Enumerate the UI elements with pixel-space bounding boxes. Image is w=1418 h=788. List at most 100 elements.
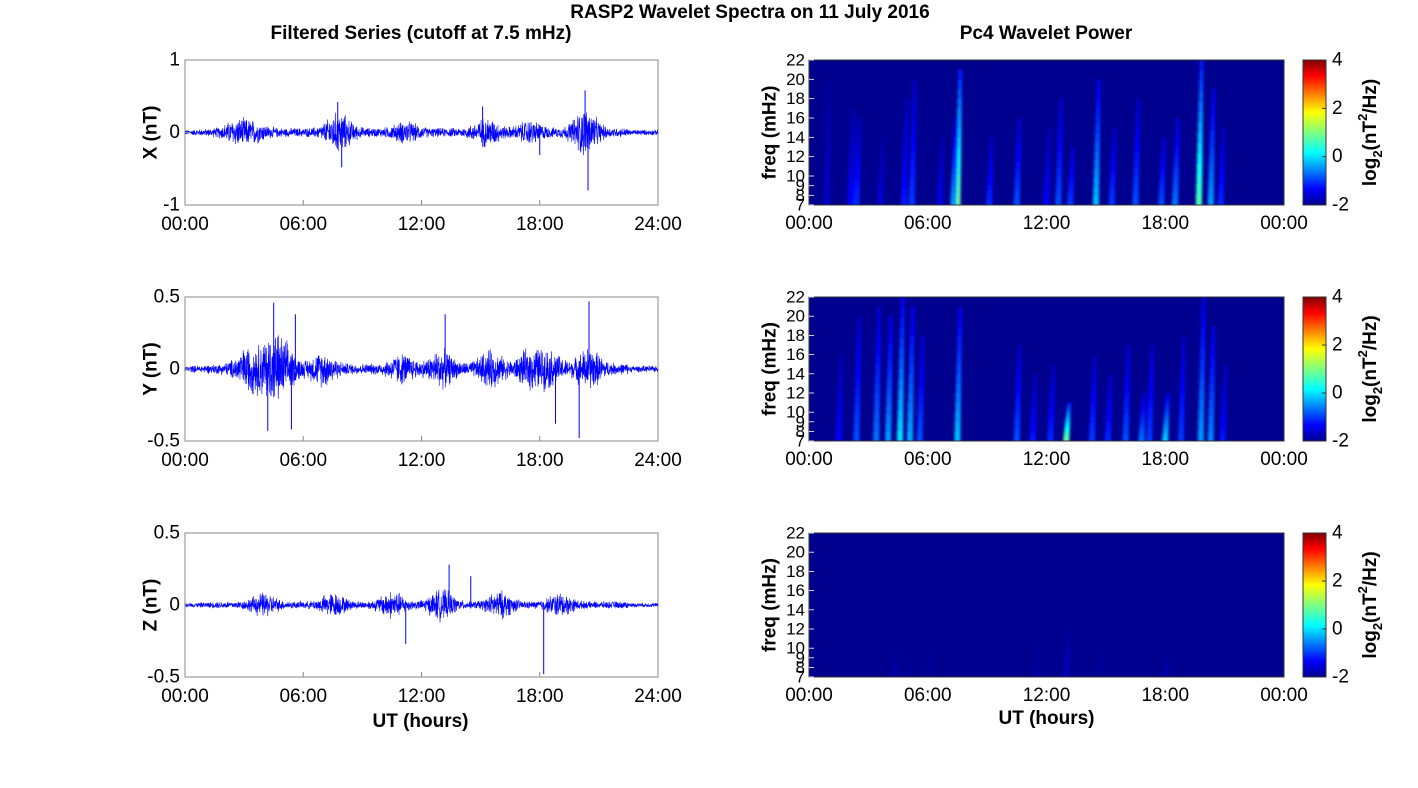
colorbar-tick-label: 0 [1332,146,1343,167]
wavelet-streak [887,369,893,380]
wavelet-streak [1219,160,1225,167]
wavelet-streak [1220,419,1227,426]
wavelet-streak [1064,656,1070,661]
colorbar-tick-label: 2 [1332,98,1343,119]
wavelet-streak [927,658,932,662]
wavelet-streak [1163,668,1169,671]
wavelet-streak [1070,155,1075,160]
series-panel-z: 0.5 0 -0.500:00 06:00 12:00 18:00 24:00 Z (nT) U… [141,523,682,733]
y-tick-label: 0.5 [154,523,180,544]
wavelet-streak [1112,138,1117,145]
wavelet-streak [1173,161,1179,169]
wavelet-streak [918,395,924,404]
wavelet-streak [1106,407,1112,413]
wavelet-streak [1066,635,1071,640]
wavelet-streak [1199,80,1204,92]
wavelet-streak [1047,430,1054,437]
right-column-title: Pc4 Wavelet Power [960,23,1133,44]
wavelet-streak [1174,149,1180,156]
wavelet-streak [1164,417,1170,421]
wavelet-streak [926,664,932,668]
wavelet-streak [1134,136,1140,145]
wavelet-streak [1208,399,1215,409]
colorbar-label-part: 2 [1355,350,1370,357]
wavelet-streak [1140,420,1146,425]
wavelet-streak [886,378,892,389]
wavelet-streak [885,432,892,441]
wavelet-streak [1015,155,1021,162]
wavelet-streak [1015,173,1021,181]
wavelet-streak [1036,649,1041,653]
x-tick-label: 12:00 [398,686,446,707]
wavelet-streak [902,167,908,176]
wavelet-streak [1209,375,1215,384]
wavelet-streak [1058,106,1063,115]
wavelet-streak [940,137,945,143]
wavelet-streak [1197,122,1203,133]
wavelet-streak [854,186,860,194]
y-tick-label: 9 [796,412,805,431]
wavelet-streak [835,434,842,441]
wavelet-streak [928,648,933,651]
wavelet-streak [1148,386,1154,394]
wavelet-streak [1066,632,1071,637]
wavelet-streak [1063,435,1070,439]
colorbar-label-part: log [1360,630,1381,659]
wavelet-streak [891,672,898,676]
wavelet-streak [825,142,831,152]
wavelet-streak [1160,161,1166,167]
wavelet-streak [1136,98,1141,107]
wavelet-streak [1046,138,1051,145]
wavelet-streak [1098,650,1103,653]
wavelet-streak [918,380,924,389]
wavelet-streak [1033,674,1040,677]
wavelet-streak [986,190,993,196]
wavelet-streak [1209,391,1215,401]
wavelet-streak [1058,113,1063,122]
wavelet-streak [1122,427,1129,435]
wavelet-streak [906,668,912,671]
wavelet-streak [1147,420,1153,428]
wavelet-streak [1179,388,1185,397]
wavelet-streak [988,156,994,162]
wavelet-streak [1044,188,1050,195]
wavelet-streak [1201,307,1206,319]
wavelet-streak [1063,670,1070,675]
wavelet-streak [907,661,913,664]
y-axis-label: freq (mHz) [760,86,781,180]
wavelet-streak [1035,655,1041,659]
wavelet-streak [854,396,861,406]
wavelet-streak [1172,192,1179,200]
wavelet-streak [897,430,904,441]
wavelet-streak [1016,136,1022,144]
wavelet-streak [909,187,916,197]
wavelet-streak [1105,421,1112,428]
wavelet-streak [837,397,843,405]
wavelet-streak [1049,397,1055,404]
wavelet-streak [1107,388,1113,394]
wavelet-streak [826,115,831,125]
wavelet-streak [1134,144,1140,153]
wavelet-streak [1032,388,1037,394]
wavelet-streak [1015,386,1021,394]
wavelet-streak [893,656,899,659]
wavelet-streak [906,670,912,673]
wavelet-streak [1045,160,1051,167]
wavelet-streak [1141,406,1146,411]
y-tick-label: 14 [786,600,805,619]
wavelet-streak [1109,188,1116,195]
wavelet-streak [1015,161,1021,169]
wavelet-streak [1165,659,1170,662]
wavelet-streak [938,171,944,177]
wavelet-streak [1065,419,1071,423]
wavelet-streak [900,307,905,319]
wavelet-streak [1125,379,1130,387]
wavelet-streak [1139,427,1145,432]
wavelet-streak [1198,91,1204,102]
wavelet-streak [989,142,994,148]
wavelet-streak [1110,177,1116,184]
wavelet-streak [1162,674,1169,677]
wavelet-streak [1031,407,1037,413]
wavelet-streak [892,668,898,672]
